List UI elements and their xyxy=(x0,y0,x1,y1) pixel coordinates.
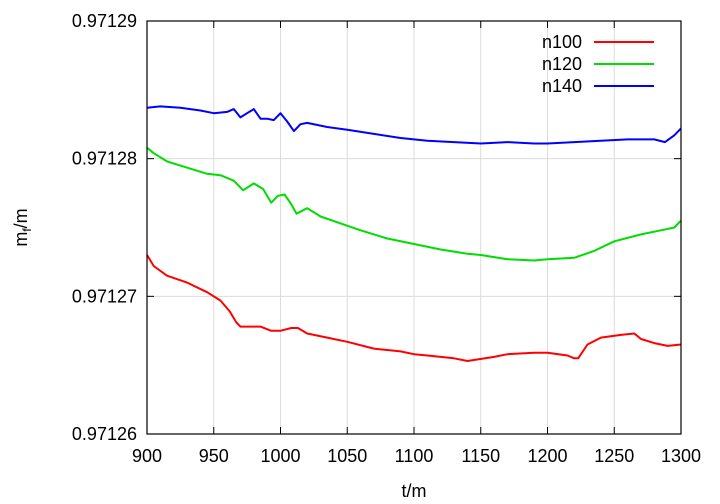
x-tick-label: 950 xyxy=(199,446,229,466)
legend-label-n100: n100 xyxy=(542,32,582,52)
x-tick-label: 1300 xyxy=(661,446,701,466)
series-layer xyxy=(146,105,682,362)
x-tick-label: 900 xyxy=(132,446,162,466)
grid-lines xyxy=(147,21,681,434)
series-line-n100 xyxy=(146,254,682,362)
y-axis-title-tail: /m xyxy=(11,208,31,228)
y-tick-label: 0.97128 xyxy=(72,149,137,169)
x-axis-title: t/m xyxy=(402,481,427,501)
series-line-n120 xyxy=(146,146,682,262)
axis-ticks xyxy=(146,20,682,435)
y-tick-label: 0.97127 xyxy=(72,286,137,306)
x-tick-label: 1100 xyxy=(395,446,434,466)
y-axis-title-main: m xyxy=(11,232,31,247)
y-axis-title-subscript: f xyxy=(20,228,34,232)
series-line-n140 xyxy=(146,105,682,145)
tick-labels: 900 950 1000 1050 1100 1150 1200 1250 1300 0.9712… xyxy=(72,11,701,466)
y-tick-label: 0.97126 xyxy=(72,424,137,444)
x-tick-label: 1150 xyxy=(461,446,500,466)
x-tick-label: 1250 xyxy=(594,446,634,466)
x-tick-label: 1050 xyxy=(327,446,367,466)
x-tick-label: 1200 xyxy=(527,446,567,466)
x-tick-label: 1000 xyxy=(260,446,300,466)
legend-label-n140: n140 xyxy=(542,76,582,96)
y-axis-title: mf/m xyxy=(11,208,34,246)
y-tick-label: 0.97129 xyxy=(72,11,137,31)
legend-label-n120: n120 xyxy=(542,54,582,74)
